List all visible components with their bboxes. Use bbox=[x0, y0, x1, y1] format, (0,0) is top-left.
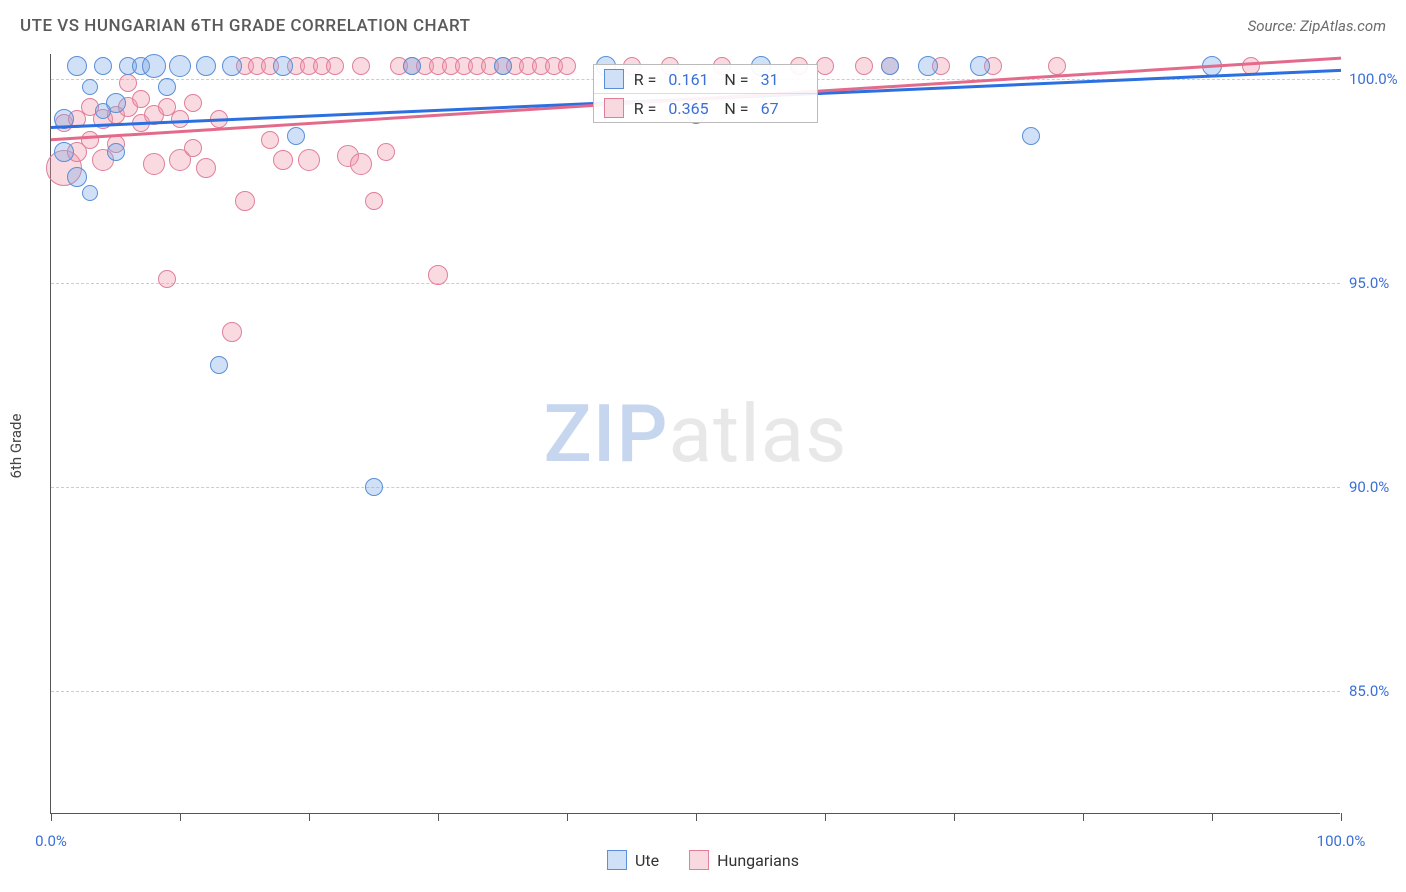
ytick-label: 90.0% bbox=[1349, 478, 1389, 496]
legend-swatch bbox=[607, 850, 627, 870]
xtick-mark bbox=[1212, 813, 1213, 821]
legend-label: Ute bbox=[635, 851, 659, 870]
xtick-mark bbox=[567, 813, 568, 821]
stat-r-label: R = bbox=[634, 70, 657, 89]
xtick-mark bbox=[309, 813, 310, 821]
legend-item: Ute bbox=[607, 850, 659, 870]
stat-r-value: 0.365 bbox=[668, 99, 714, 118]
xtick-mark bbox=[438, 813, 439, 821]
xtick-mark bbox=[954, 813, 955, 821]
legend-item: Hungarians bbox=[689, 850, 799, 870]
xtick-mark bbox=[1083, 813, 1084, 821]
xtick-mark bbox=[51, 813, 52, 821]
stat-r-value: 0.161 bbox=[668, 70, 714, 89]
trend-lines bbox=[51, 54, 1341, 814]
xtick-mark bbox=[696, 813, 697, 821]
chart-title: UTE VS HUNGARIAN 6TH GRADE CORRELATION C… bbox=[20, 16, 471, 36]
stat-r-label: R = bbox=[634, 99, 657, 118]
ytick-label: 100.0% bbox=[1349, 70, 1398, 88]
stats-legend-box: R = 0.161 N = 31 R = 0.365 N = 67 bbox=[593, 64, 818, 123]
series-swatch bbox=[604, 69, 624, 89]
plot-area: 85.0%90.0%95.0%100.0%0.0%100.0% ZIPatlas… bbox=[50, 54, 1340, 814]
stat-n-value: 67 bbox=[761, 99, 807, 118]
y-axis-label: 6th Grade bbox=[7, 414, 25, 479]
xtick-mark bbox=[180, 813, 181, 821]
source-label: Source: ZipAtlas.com bbox=[1248, 17, 1386, 35]
stat-n-label: N = bbox=[724, 70, 748, 89]
legend: Ute Hungarians bbox=[607, 850, 799, 870]
stat-n-value: 31 bbox=[761, 70, 807, 89]
legend-swatch bbox=[689, 850, 709, 870]
series-swatch bbox=[604, 98, 624, 118]
ytick-label: 95.0% bbox=[1349, 274, 1389, 292]
xtick-mark bbox=[1341, 813, 1342, 821]
stats-row: R = 0.161 N = 31 bbox=[594, 65, 817, 94]
stat-n-label: N = bbox=[724, 99, 748, 118]
xtick-label: 100.0% bbox=[1317, 832, 1366, 850]
xtick-label: 0.0% bbox=[35, 832, 67, 850]
legend-label: Hungarians bbox=[717, 851, 799, 870]
ytick-label: 85.0% bbox=[1349, 682, 1389, 700]
xtick-mark bbox=[825, 813, 826, 821]
stats-row: R = 0.365 N = 67 bbox=[594, 94, 817, 122]
